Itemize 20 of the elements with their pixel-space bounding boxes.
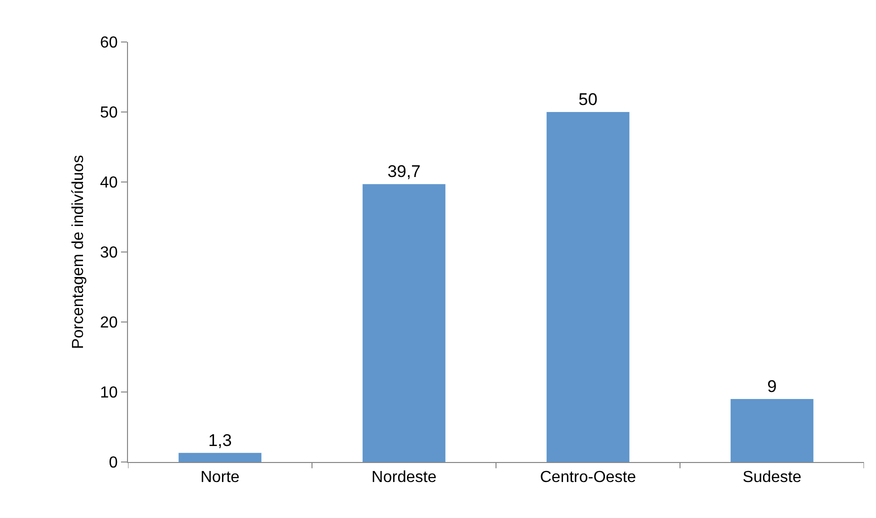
bar (362, 184, 446, 462)
bar (178, 452, 262, 462)
y-tick-label: 50 (100, 104, 118, 122)
y-tick-label: 40 (100, 174, 118, 192)
data-label: 39,7 (387, 162, 421, 182)
x-tick-label: Centro-Oeste (540, 469, 636, 486)
data-label: 9 (767, 377, 777, 396)
bar (730, 399, 814, 462)
y-tick-label: 60 (100, 34, 118, 52)
y-axis-title: Porcentagem de indivíduos (70, 155, 87, 349)
bar (546, 112, 630, 462)
x-tick-label: Norte (200, 469, 240, 486)
y-tick-label: 30 (100, 244, 118, 262)
y-tick-label: 20 (100, 314, 118, 332)
x-tick-label: Nordeste (372, 469, 437, 486)
data-label: 50 (578, 90, 598, 109)
x-tick-label: Sudeste (742, 469, 802, 486)
y-tick-label: 10 (100, 384, 118, 402)
y-tick-label: 0 (108, 454, 118, 472)
data-label: 1,3 (208, 430, 232, 450)
